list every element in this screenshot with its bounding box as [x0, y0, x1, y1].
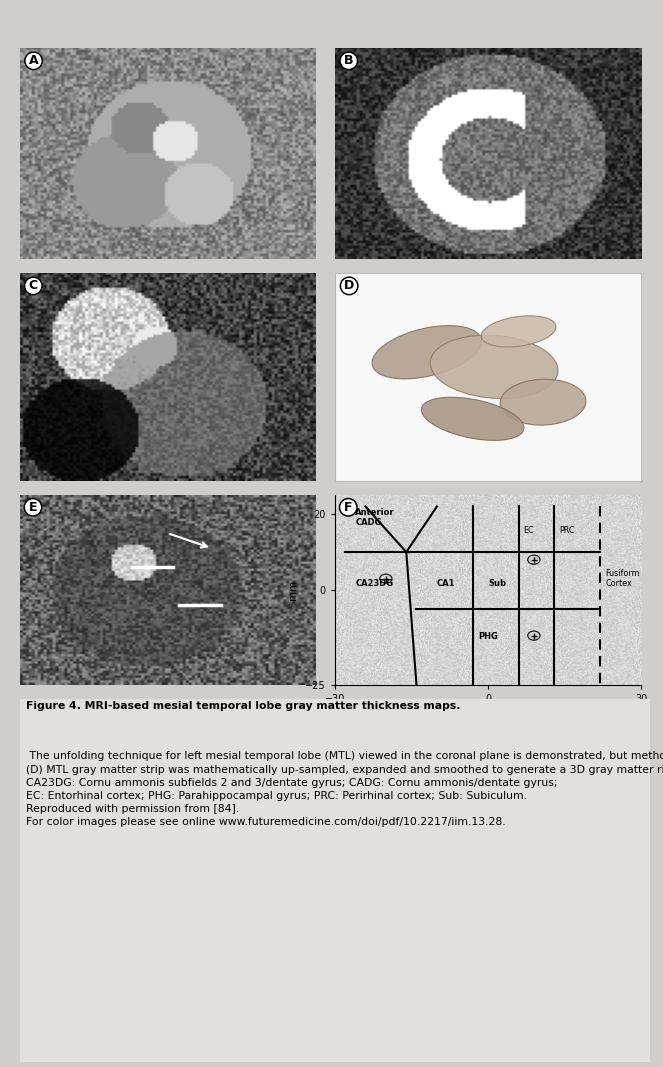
Text: The unfolding technique for left mesial temporal lobe (MTL) viewed in the corona: The unfolding technique for left mesial …	[27, 751, 663, 827]
Text: B: B	[344, 54, 353, 67]
Text: Anterior
CADG: Anterior CADG	[355, 508, 395, 527]
Text: Sub: Sub	[488, 579, 506, 588]
Text: PHG: PHG	[478, 633, 498, 641]
Text: PRC: PRC	[560, 526, 575, 535]
Text: E: E	[29, 500, 37, 514]
Ellipse shape	[372, 325, 481, 379]
Ellipse shape	[430, 335, 558, 398]
Text: Figure 4. MRI-based mesial temporal lobe gray matter thickness maps.: Figure 4. MRI-based mesial temporal lobe…	[27, 701, 461, 711]
Text: CA23DG: CA23DG	[355, 579, 393, 588]
Text: F: F	[344, 500, 353, 514]
X-axis label: mm: mm	[478, 710, 498, 719]
Ellipse shape	[422, 397, 524, 441]
Text: D: D	[344, 280, 354, 292]
Y-axis label: mm: mm	[288, 580, 298, 600]
Ellipse shape	[481, 316, 556, 347]
Text: EC: EC	[524, 526, 534, 535]
Text: A: A	[29, 54, 38, 67]
Text: CA1: CA1	[437, 579, 455, 588]
Ellipse shape	[501, 379, 586, 425]
Text: C: C	[29, 280, 38, 292]
Text: Fusiform
Cortex: Fusiform Cortex	[605, 569, 640, 588]
